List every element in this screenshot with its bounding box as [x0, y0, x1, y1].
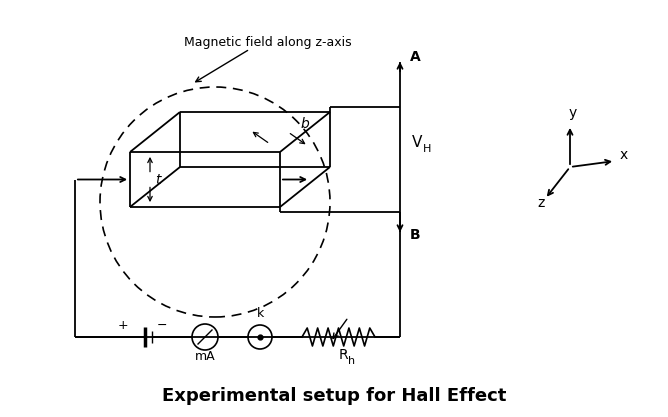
Text: z: z — [537, 196, 544, 210]
Text: A: A — [410, 50, 421, 64]
Text: H: H — [423, 144, 432, 154]
Text: x: x — [620, 148, 628, 162]
Text: −: − — [157, 319, 167, 332]
Text: R: R — [339, 348, 348, 362]
Text: k: k — [257, 307, 264, 320]
Text: h: h — [348, 356, 355, 366]
Text: y: y — [569, 106, 577, 120]
Text: t: t — [155, 173, 161, 186]
Text: +: + — [118, 319, 128, 332]
Text: Magnetic field along z-axis: Magnetic field along z-axis — [184, 35, 352, 48]
Text: mA: mA — [194, 350, 215, 363]
Text: Experimental setup for Hall Effect: Experimental setup for Hall Effect — [162, 387, 506, 405]
Text: B: B — [410, 228, 421, 242]
Text: V: V — [412, 135, 422, 150]
Text: b: b — [301, 117, 309, 131]
